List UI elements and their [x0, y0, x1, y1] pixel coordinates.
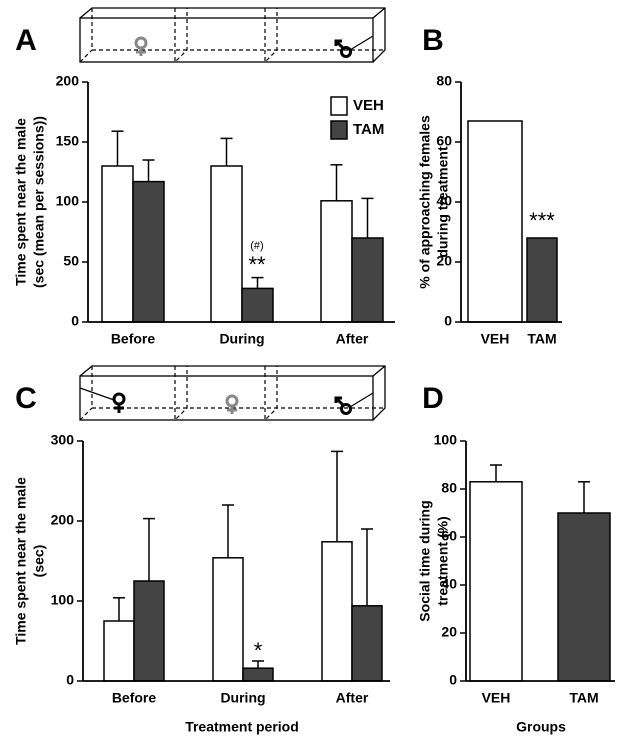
legend-label: TAM — [353, 121, 384, 138]
x-tick-label: Before — [112, 690, 157, 706]
bar — [320, 200, 353, 323]
y-tick-label: 80 — [436, 73, 452, 89]
y-axis-label: Time spent near the male — [13, 118, 29, 286]
y-tick-label: 100 — [56, 193, 80, 209]
annotation: *** — [529, 208, 555, 233]
x-axis-label: Groups — [516, 719, 566, 735]
x-tick-label: TAM — [527, 331, 556, 347]
bar — [241, 287, 274, 323]
y-tick-label: 100 — [51, 592, 75, 608]
bar — [526, 237, 558, 323]
y-tick-label: 300 — [51, 432, 75, 448]
x-tick-label: VEH — [481, 331, 510, 347]
annotation: (#) — [250, 240, 263, 252]
cage-diagram — [79, 365, 386, 422]
y-axis-label: Time spent near the male — [13, 477, 29, 645]
y-axis-label: (sec) — [31, 545, 47, 578]
bar — [321, 541, 353, 682]
y-tick-label: 20 — [436, 253, 452, 269]
y-tick-label: 40 — [441, 576, 457, 592]
x-tick-label: TAM — [569, 690, 598, 706]
y-tick-label: 20 — [441, 624, 457, 640]
bar — [557, 512, 611, 682]
bar — [133, 580, 165, 682]
y-axis-label: (sec (mean per sessions)) — [31, 116, 47, 288]
y-tick-label: 200 — [51, 512, 75, 528]
y-tick-label: 200 — [56, 73, 80, 89]
y-tick-label: 150 — [56, 133, 80, 149]
bar — [132, 180, 165, 323]
x-axis-label: Treatment period — [185, 719, 299, 735]
y-tick-label: 50 — [63, 253, 79, 269]
x-tick-label: VEH — [482, 690, 511, 706]
panel-letter: A — [15, 24, 37, 57]
bar — [469, 481, 523, 682]
bar — [467, 120, 523, 323]
y-tick-label: 60 — [436, 133, 452, 149]
bar — [351, 237, 384, 323]
bar — [212, 557, 244, 682]
annotation: * — [254, 638, 263, 663]
annotation: ** — [248, 252, 266, 277]
y-axis-label: treatment (%) — [435, 516, 451, 605]
y-axis-label: during treatment — [435, 146, 451, 258]
legend-label: VEH — [353, 97, 384, 114]
legend-swatch — [330, 120, 348, 140]
y-tick-label: 40 — [436, 193, 452, 209]
bar — [242, 667, 274, 682]
x-tick-label: During — [220, 690, 265, 706]
panel-letter: C — [15, 382, 37, 415]
y-tick-label: 100 — [434, 432, 458, 448]
x-tick-label: After — [336, 690, 369, 706]
x-tick-label: After — [336, 331, 369, 347]
panel-letter: D — [422, 382, 444, 415]
y-tick-label: 0 — [444, 313, 452, 329]
x-tick-label: Before — [111, 331, 156, 347]
x-tick-label: During — [219, 331, 264, 347]
cage-diagram — [79, 7, 386, 64]
legend-swatch — [330, 96, 348, 116]
y-tick-label: 80 — [441, 480, 457, 496]
bar — [210, 165, 243, 323]
y-axis-label: % of approaching females — [417, 115, 433, 289]
bar — [101, 165, 134, 323]
y-tick-label: 0 — [66, 672, 74, 688]
bar — [351, 605, 383, 682]
y-axis-label: Social time during — [417, 500, 433, 621]
bar — [103, 620, 135, 682]
panel-letter: B — [422, 24, 444, 57]
y-tick-label: 60 — [441, 528, 457, 544]
y-tick-label: 0 — [71, 313, 79, 329]
y-tick-label: 0 — [449, 672, 457, 688]
